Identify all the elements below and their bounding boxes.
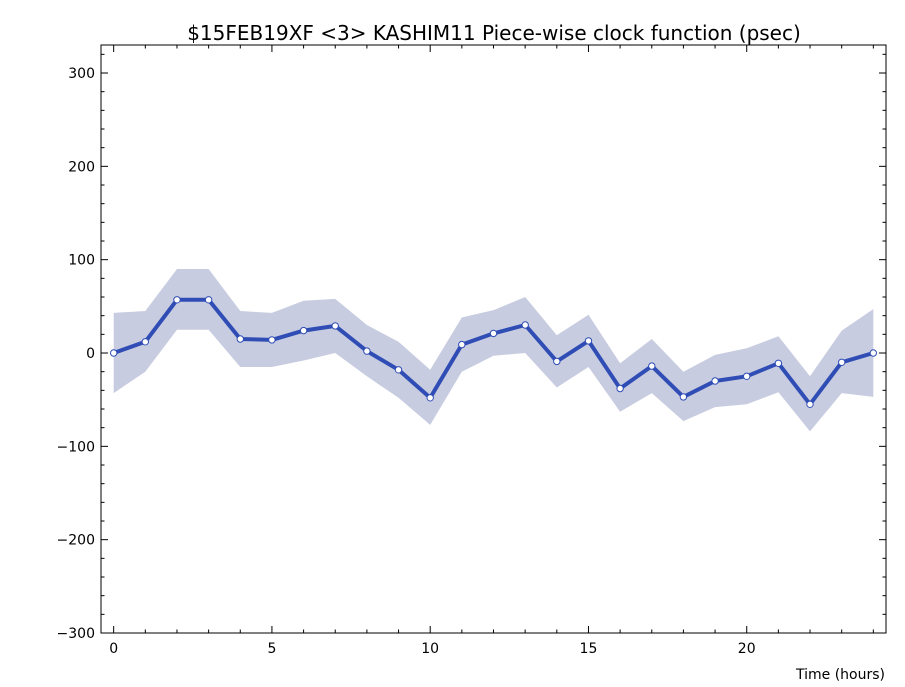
- data-point: [394, 366, 403, 374]
- y-tick-label: −300: [57, 626, 95, 642]
- x-tick-label: 20: [738, 641, 756, 657]
- data-point: [869, 349, 877, 357]
- data-point: [268, 336, 276, 344]
- x-axis-label: Time (hours): [795, 667, 885, 683]
- data-point: [363, 347, 371, 355]
- data-point: [236, 335, 245, 343]
- data-point: [711, 377, 719, 385]
- data-point: [299, 326, 308, 335]
- data-point: [743, 372, 751, 380]
- data-point: [806, 400, 814, 408]
- data-point: [616, 384, 624, 393]
- y-tick-label: 300: [68, 66, 95, 82]
- data-point: [553, 357, 561, 366]
- y-tick-labels: −300 −200 −100 0 100 200 300: [57, 66, 95, 642]
- data-point-layer: [110, 296, 877, 408]
- data-point: [110, 349, 118, 357]
- data-point: [774, 359, 783, 367]
- x-tick-label: 5: [267, 641, 276, 657]
- chart-title: $15FEB19XF <3> KASHIM11 Piece-wise clock…: [187, 21, 801, 45]
- axis-ticks: [101, 45, 886, 634]
- data-point: [426, 394, 434, 402]
- y-tick-label: 200: [68, 159, 95, 175]
- data-point: [521, 321, 529, 329]
- x-tick-label: 0: [109, 641, 118, 657]
- data-point: [204, 296, 213, 304]
- y-tick-label: −200: [57, 533, 95, 549]
- data-point: [489, 329, 498, 338]
- x-tick-label: 10: [421, 641, 439, 657]
- y-tick-label: 0: [86, 346, 95, 362]
- y-tick-label: −100: [57, 439, 95, 455]
- data-point: [838, 358, 846, 366]
- x-tick-labels: 0 5 10 15 20: [109, 641, 755, 657]
- x-tick-label: 15: [580, 641, 598, 657]
- data-point: [141, 338, 150, 346]
- data-point: [458, 340, 466, 349]
- uncertainty-band-layer: [113, 269, 874, 432]
- data-point: [173, 296, 181, 304]
- data-point: [679, 393, 688, 401]
- data-point: [648, 362, 656, 370]
- y-tick-label: 100: [68, 253, 95, 269]
- data-point: [331, 322, 339, 330]
- data-point: [584, 337, 593, 345]
- uncertainty-band: [113, 269, 874, 432]
